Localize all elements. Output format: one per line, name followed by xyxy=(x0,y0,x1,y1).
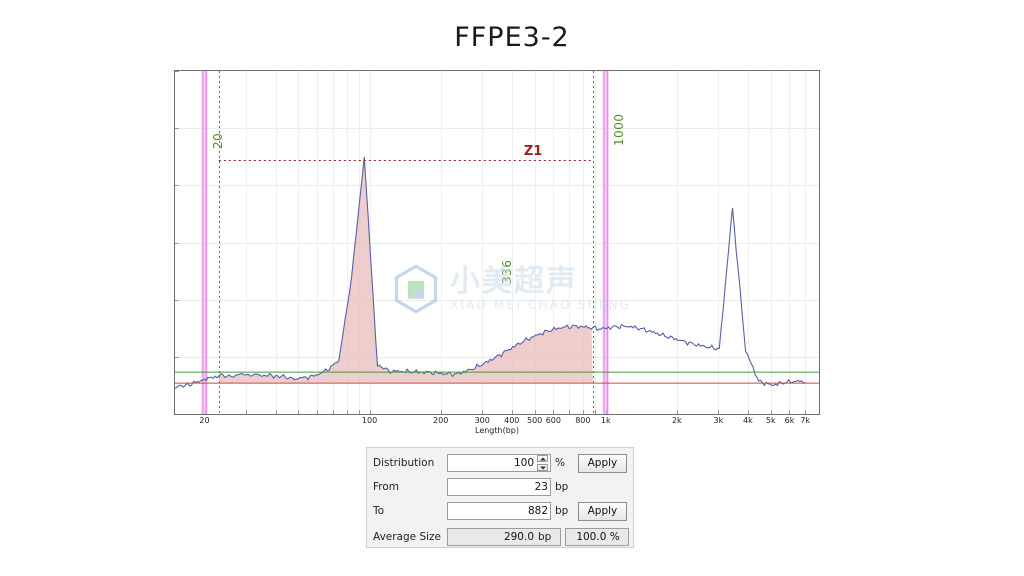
from-input[interactable]: 23 xyxy=(447,478,551,496)
average-size-row: Average Size 290.0 bp 100.0 % xyxy=(373,526,629,548)
to-row: To 882 bp Apply xyxy=(373,500,627,522)
distribution-input[interactable]: 100 xyxy=(447,454,551,472)
distribution-unit: % xyxy=(555,457,565,469)
to-unit: bp xyxy=(555,505,569,517)
average-size-value: 290.0 xyxy=(503,531,534,543)
x-axis-title: Length(bp) xyxy=(475,426,519,435)
x-tick-500: 500 xyxy=(526,416,543,425)
z1-annotation-label: Z1 xyxy=(523,143,543,159)
peak-label-1000: 1000 xyxy=(611,113,626,146)
x-tick-7k: 7k xyxy=(800,416,811,425)
x-tick-4k: 4k xyxy=(743,416,753,425)
plot-inner: Z1 20 1000 336 xyxy=(175,71,819,414)
from-value: 23 xyxy=(534,481,548,493)
x-tick-600: 600 xyxy=(545,416,561,425)
from-label: From xyxy=(373,481,400,493)
from-unit: bp xyxy=(555,481,569,493)
from-row: From 23 bp xyxy=(373,476,627,498)
x-tick-5k: 5k xyxy=(765,416,776,425)
to-apply-button[interactable]: Apply xyxy=(577,501,627,521)
distribution-form-panel: Distribution 100 % Apply From 23 bp To 8… xyxy=(366,447,634,548)
peak-label-20: 20 xyxy=(210,132,225,149)
x-tick-1k: 1k xyxy=(600,416,611,425)
x-tick-6k: 6k xyxy=(784,416,795,425)
average-size-unit: bp xyxy=(538,531,552,543)
average-size-percent-field: 100.0 % xyxy=(565,528,629,546)
average-size-label: Average Size xyxy=(373,531,442,543)
x-tick-2k: 2k xyxy=(671,416,682,425)
distribution-stepper[interactable] xyxy=(537,455,548,471)
x-tick-20: 20 xyxy=(199,416,210,425)
peak-label-336: 336 xyxy=(499,259,514,284)
stepper-down-icon[interactable] xyxy=(537,464,548,471)
distribution-apply-button[interactable]: Apply xyxy=(577,453,627,473)
distribution-value: 100 xyxy=(513,457,534,469)
x-tick-3k: 3k xyxy=(713,416,724,425)
average-size-percent: 100.0 % xyxy=(576,531,620,543)
to-input[interactable]: 882 xyxy=(447,502,551,520)
x-tick-200: 200 xyxy=(433,416,449,425)
electropherogram-plot[interactable]: Z1 20 1000 336 xyxy=(174,70,820,415)
x-tick-800: 800 xyxy=(575,416,591,425)
distribution-row: Distribution 100 % Apply xyxy=(373,452,627,474)
to-value: 882 xyxy=(527,505,548,517)
average-size-value-field: 290.0 bp xyxy=(447,528,561,546)
distribution-label: Distribution xyxy=(373,457,435,469)
x-axis-tick-labels: 20 100 200 300 400 500 600 800 1k 2k 3k 4k 5k 6k 7k xyxy=(174,416,820,432)
x-tick-100: 100 xyxy=(361,416,378,425)
stepper-up-icon[interactable] xyxy=(537,455,548,462)
page-title: FFPE3-2 xyxy=(454,22,570,53)
x-tick-300: 300 xyxy=(474,416,490,425)
x-tick-400: 400 xyxy=(504,416,520,425)
to-label: To xyxy=(373,505,385,517)
plot-canvas xyxy=(175,71,819,414)
